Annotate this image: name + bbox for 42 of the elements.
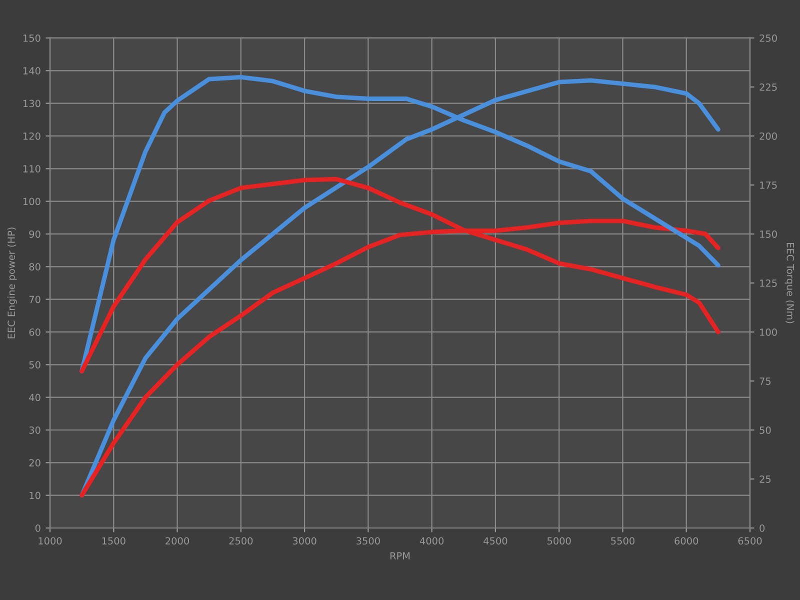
y-tick-label: 130	[23, 100, 40, 108]
y2-tick-label: 200	[760, 132, 777, 140]
x-tick-label: 2500	[229, 537, 253, 545]
x-tick-label: 4500	[484, 537, 508, 545]
y-tick-label: 110	[23, 165, 40, 172]
x-tick-label: 4000	[420, 537, 444, 545]
x-tick-label: 1000	[38, 537, 62, 545]
y-tick-label: 100	[23, 198, 40, 206]
y2-tick-label: 250	[760, 34, 777, 42]
y-tick-label: 40	[29, 394, 40, 402]
y-tick-label: 60	[29, 328, 40, 336]
x-tick-label: 2000	[166, 537, 189, 545]
y-tick-label: 120	[23, 132, 40, 140]
x-axis-title: RPM	[390, 552, 410, 560]
y-tick-label: 140	[23, 67, 40, 74]
y-axis-title: EEC Engine power (HP)	[7, 228, 17, 338]
y2-tick-label: 150	[760, 230, 777, 238]
x-tick-label: 3500	[356, 537, 380, 545]
x-tick-label: 1500	[102, 537, 126, 545]
y2-tick-label: 225	[760, 83, 777, 91]
y2-axis-title: EEC Torque (Nm)	[784, 242, 794, 324]
x-tick-label: 6000	[674, 537, 698, 545]
y2-tick-label: 125	[760, 279, 777, 287]
y-tick-label: 150	[23, 34, 40, 42]
y-tick-label: 0	[35, 524, 40, 532]
y2-tick-label: 0	[760, 524, 765, 532]
y-tick-label: 20	[29, 459, 40, 466]
y-tick-label: 80	[29, 263, 40, 270]
x-tick-label: 6500	[738, 537, 762, 545]
y2-tick-label: 100	[760, 328, 777, 336]
y-tick-label: 10	[30, 492, 40, 500]
x-tick-label: 5000	[547, 537, 571, 545]
y2-tick-label: 75	[760, 378, 771, 385]
x-tick-label: 3000	[292, 537, 316, 545]
x-tick-label: 5500	[611, 537, 634, 545]
y2-tick-label: 50	[760, 426, 771, 434]
y-tick-label: 70	[29, 296, 40, 304]
y-tick-label: 50	[29, 361, 40, 368]
y-tick-label: 30	[29, 426, 40, 434]
y2-tick-label: 175	[760, 182, 777, 189]
y2-tick-label: 25	[760, 475, 771, 483]
y-tick-label: 90	[29, 230, 40, 238]
